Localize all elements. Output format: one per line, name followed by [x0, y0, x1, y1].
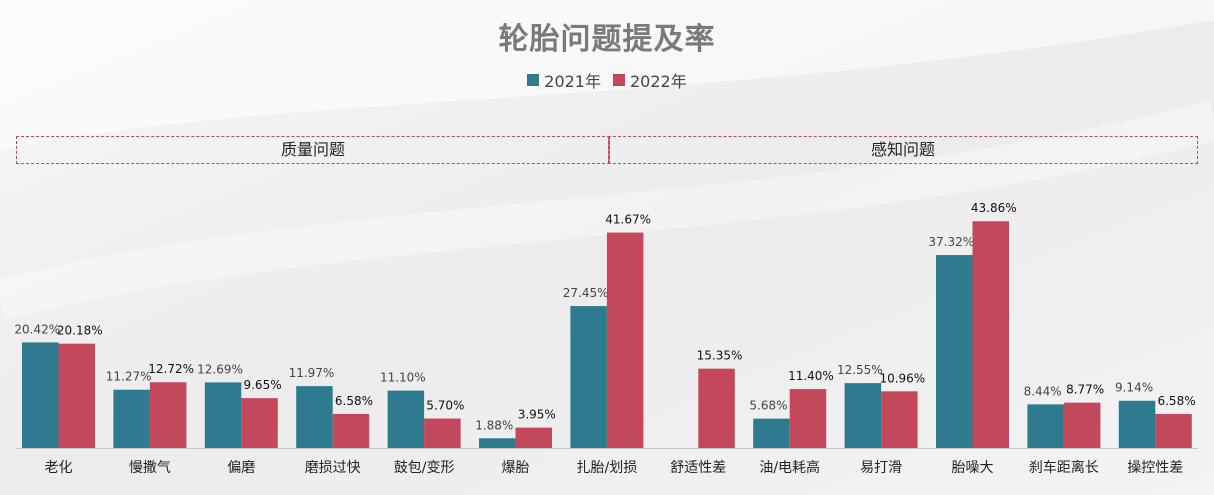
data-label: 8.77% [1066, 383, 1104, 397]
bar-2021 [1118, 400, 1156, 448]
bar-2022 [1155, 413, 1192, 448]
x-tick-label: 爆胎 [502, 460, 530, 476]
data-label: 9.65% [243, 378, 281, 392]
x-tick-label: 磨损过快 [305, 460, 361, 476]
bar-2021 [936, 255, 973, 448]
bar-2021 [570, 306, 607, 448]
data-label: 20.18% [57, 324, 103, 338]
data-label: 12.55% [837, 363, 883, 377]
data-label: 15.35% [697, 349, 743, 363]
data-label: 6.58% [1157, 394, 1195, 408]
bar-2021 [113, 389, 150, 448]
x-tick-label: 刹车距离长 [1029, 459, 1099, 476]
bar-2021 [844, 383, 882, 448]
data-label: 5.70% [426, 399, 464, 413]
bar-2021 [387, 390, 425, 448]
data-label: 1.88% [475, 418, 513, 432]
legend-swatch-2022 [613, 74, 625, 86]
bar-2022 [881, 391, 918, 448]
legend-label-2022: 2022年 [630, 72, 687, 91]
data-label: 9.14% [1115, 381, 1153, 395]
x-tick-label: 鼓包/变形 [394, 460, 455, 476]
x-tick-label: 慢撒气 [129, 459, 171, 476]
bar-2022 [972, 221, 1009, 448]
bar-2022 [424, 418, 461, 448]
bar-2021 [204, 382, 242, 448]
data-label: 11.27% [106, 370, 152, 384]
legend-item-2022: 2022年 [613, 68, 687, 92]
data-label: 12.69% [197, 362, 243, 376]
data-label: 11.97% [289, 366, 335, 380]
x-tick-label: 舒适性差 [670, 460, 726, 476]
group-label-quality: 质量问题 [280, 140, 345, 159]
x-tick-label: 易打滑 [860, 459, 902, 476]
bar-2022 [606, 232, 644, 448]
group-label-perception: 感知问题 [870, 140, 935, 159]
bar-2022 [149, 382, 187, 448]
bar-2021 [753, 418, 790, 448]
legend-item-2021: 2021年 [527, 68, 601, 92]
data-label: 43.86% [971, 201, 1017, 215]
bar-2021 [296, 386, 333, 448]
bar-2021 [1027, 404, 1064, 448]
x-tick-label: 扎胎/划损 [577, 460, 638, 476]
bar-2022 [515, 427, 552, 448]
legend: 2021年 2022年 [0, 68, 1214, 92]
legend-label-2021: 2021年 [544, 72, 601, 91]
bar-2022 [789, 389, 827, 448]
bar-2021 [22, 342, 59, 448]
data-label: 6.58% [335, 394, 373, 408]
bar-2022 [1063, 402, 1101, 448]
chart-title: 轮胎问题提及率 [498, 22, 716, 57]
data-label: 8.44% [1024, 384, 1062, 398]
x-tick-label: 操控性差 [1127, 460, 1183, 476]
bar-2021 [479, 438, 516, 448]
x-tick-label: 老化 [45, 460, 73, 476]
x-tick-label: 胎噪大 [952, 460, 994, 476]
data-label: 37.32% [928, 235, 974, 249]
data-label: 20.42% [14, 322, 60, 336]
data-label: 27.45% [563, 286, 609, 300]
x-tick-label: 油/电耗高 [759, 459, 820, 476]
data-label: 41.67% [605, 213, 651, 227]
data-label: 12.72% [148, 362, 194, 376]
data-label: 11.40% [788, 369, 834, 383]
data-label: 3.95% [518, 408, 556, 422]
data-label: 11.10% [380, 371, 426, 385]
bar-2022 [698, 368, 735, 448]
bar-2022 [332, 413, 370, 448]
data-label: 10.96% [879, 371, 925, 385]
bar-2022 [241, 398, 278, 448]
data-label: 5.68% [749, 399, 787, 413]
x-tick-label: 偏磨 [227, 460, 255, 476]
bar-2022 [58, 343, 95, 448]
legend-swatch-2021 [527, 74, 540, 86]
